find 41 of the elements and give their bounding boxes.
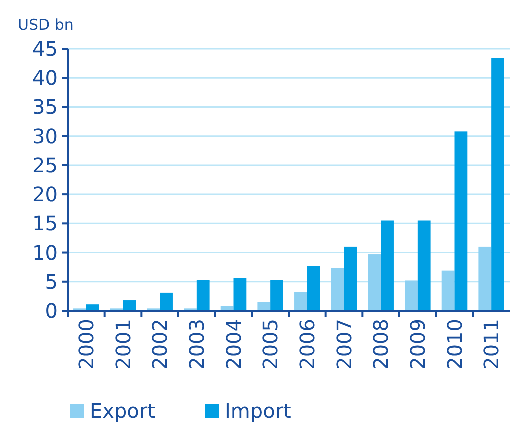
y-tick-label: 5 bbox=[45, 270, 58, 294]
bar bbox=[405, 280, 418, 311]
bar bbox=[331, 268, 344, 311]
bar bbox=[492, 58, 504, 311]
bar bbox=[294, 292, 308, 311]
bar bbox=[454, 132, 468, 311]
y-tick-label: 30 bbox=[32, 124, 58, 148]
y-tick-label: 40 bbox=[32, 66, 58, 90]
bar bbox=[442, 270, 455, 311]
legend-label: Import bbox=[225, 399, 292, 423]
x-tick-label: 2011 bbox=[480, 319, 504, 370]
x-tick-label: 2010 bbox=[442, 319, 467, 370]
y-tick-label: 45 bbox=[32, 37, 58, 61]
y-tick-label: 15 bbox=[32, 212, 58, 236]
x-tick-label: 2000 bbox=[74, 319, 98, 370]
bar bbox=[307, 266, 320, 311]
x-tick-label: 2003 bbox=[184, 319, 209, 370]
bar bbox=[478, 246, 492, 311]
x-tick-label: 2004 bbox=[222, 319, 246, 370]
bar bbox=[368, 254, 382, 311]
bar bbox=[196, 280, 210, 311]
bar bbox=[381, 220, 394, 311]
x-tick-label: 2008 bbox=[369, 319, 394, 370]
bar bbox=[270, 280, 284, 311]
y-tick-label: 25 bbox=[32, 153, 58, 178]
x-tick-label: 2002 bbox=[148, 319, 172, 370]
y-tick-label: 0 bbox=[45, 299, 58, 323]
x-tick-label: 2001 bbox=[111, 319, 136, 370]
x-tick-label: 2009 bbox=[406, 319, 430, 370]
bar bbox=[234, 278, 247, 311]
x-tick-label: 2006 bbox=[295, 319, 320, 370]
legend-label: Export bbox=[90, 399, 156, 423]
y-tick-label: 10 bbox=[32, 240, 58, 265]
bar bbox=[344, 246, 358, 311]
x-tick-label: 2005 bbox=[258, 319, 283, 370]
y-axis-title: USD bn bbox=[18, 16, 74, 34]
bar bbox=[160, 292, 173, 311]
y-tick-label: 35 bbox=[32, 95, 58, 120]
y-tick-label: 20 bbox=[32, 182, 58, 207]
bar bbox=[418, 220, 431, 311]
x-tick-label: 2007 bbox=[332, 319, 356, 370]
